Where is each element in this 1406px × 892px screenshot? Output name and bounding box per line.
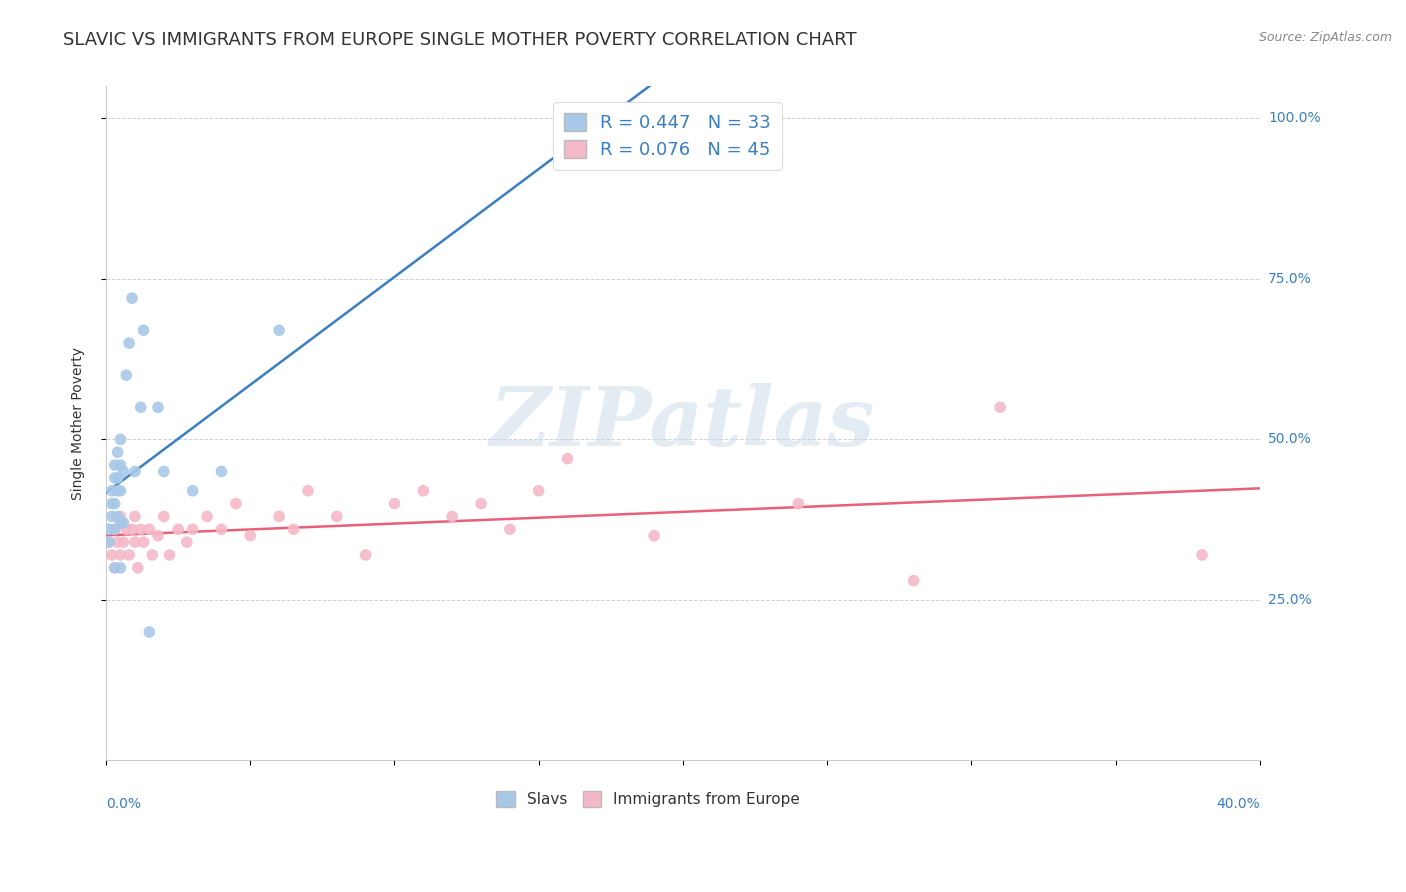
Point xyxy=(269,509,291,524)
Point xyxy=(110,516,132,530)
Text: 50.0%: 50.0% xyxy=(1268,433,1312,446)
Point xyxy=(903,574,925,588)
Point xyxy=(129,401,152,415)
Point xyxy=(1191,548,1213,562)
Point xyxy=(441,509,464,524)
Point xyxy=(209,522,232,536)
Point xyxy=(787,497,810,511)
Point xyxy=(283,522,305,536)
Point xyxy=(107,483,129,498)
Point xyxy=(269,323,291,337)
Point xyxy=(527,483,550,498)
Point xyxy=(499,522,522,536)
Text: 25.0%: 25.0% xyxy=(1268,593,1312,607)
Point xyxy=(112,535,135,549)
Point xyxy=(988,401,1011,415)
Point xyxy=(104,561,127,575)
Point xyxy=(124,535,146,549)
Point xyxy=(138,522,160,536)
Point xyxy=(167,522,190,536)
Text: 75.0%: 75.0% xyxy=(1268,272,1312,286)
Point xyxy=(112,465,135,479)
Point xyxy=(181,483,204,498)
Point xyxy=(138,625,160,640)
Point xyxy=(297,483,319,498)
Point xyxy=(110,433,132,447)
Point xyxy=(110,483,132,498)
Point xyxy=(124,465,146,479)
Point xyxy=(225,497,247,511)
Point xyxy=(176,535,198,549)
Point xyxy=(557,451,579,466)
Legend: Slavs, Immigrants from Europe: Slavs, Immigrants from Europe xyxy=(491,785,806,814)
Point xyxy=(101,548,124,562)
Point xyxy=(121,291,143,305)
Point xyxy=(107,445,129,459)
Point xyxy=(181,522,204,536)
Point xyxy=(97,535,120,549)
Point xyxy=(112,516,135,530)
Point xyxy=(104,471,127,485)
Point xyxy=(101,483,124,498)
Point xyxy=(104,458,127,472)
Point xyxy=(132,535,155,549)
Point xyxy=(101,497,124,511)
Point xyxy=(152,465,174,479)
Point xyxy=(115,522,138,536)
Point xyxy=(97,535,120,549)
Text: 40.0%: 40.0% xyxy=(1216,797,1260,812)
Point xyxy=(101,509,124,524)
Point xyxy=(118,336,141,351)
Y-axis label: Single Mother Poverty: Single Mother Poverty xyxy=(72,347,86,500)
Point xyxy=(104,522,127,536)
Text: ZIPatlas: ZIPatlas xyxy=(491,384,876,463)
Point xyxy=(124,509,146,524)
Point xyxy=(470,497,492,511)
Point xyxy=(97,522,120,536)
Point xyxy=(643,529,665,543)
Point xyxy=(104,497,127,511)
Point xyxy=(326,509,349,524)
Point xyxy=(115,368,138,383)
Point xyxy=(104,522,127,536)
Point xyxy=(118,548,141,562)
Point xyxy=(104,561,127,575)
Point xyxy=(110,548,132,562)
Point xyxy=(384,497,406,511)
Point xyxy=(146,401,169,415)
Point xyxy=(107,509,129,524)
Text: 100.0%: 100.0% xyxy=(1268,112,1320,126)
Point xyxy=(132,323,155,337)
Point xyxy=(141,548,163,562)
Point xyxy=(159,548,181,562)
Point xyxy=(209,465,232,479)
Text: Source: ZipAtlas.com: Source: ZipAtlas.com xyxy=(1258,31,1392,45)
Point xyxy=(110,458,132,472)
Point xyxy=(152,509,174,524)
Point xyxy=(354,548,377,562)
Text: SLAVIC VS IMMIGRANTS FROM EUROPE SINGLE MOTHER POVERTY CORRELATION CHART: SLAVIC VS IMMIGRANTS FROM EUROPE SINGLE … xyxy=(63,31,856,49)
Point xyxy=(127,561,149,575)
Point xyxy=(110,561,132,575)
Point xyxy=(239,529,262,543)
Point xyxy=(195,509,218,524)
Point xyxy=(146,529,169,543)
Point xyxy=(107,535,129,549)
Point xyxy=(129,522,152,536)
Point xyxy=(107,471,129,485)
Point xyxy=(110,509,132,524)
Point xyxy=(121,522,143,536)
Point xyxy=(412,483,434,498)
Text: 0.0%: 0.0% xyxy=(105,797,141,812)
